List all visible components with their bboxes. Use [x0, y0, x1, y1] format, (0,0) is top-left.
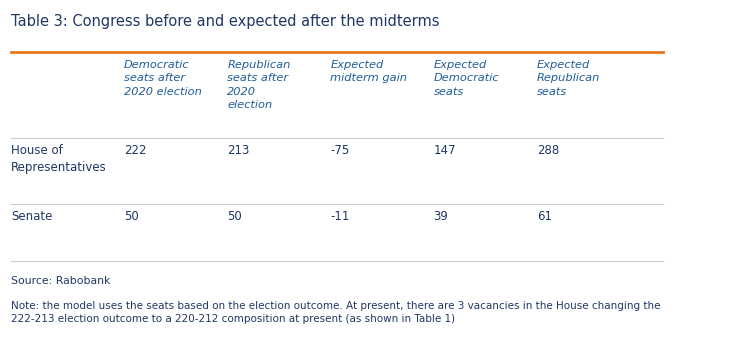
Text: Expected
Republican
seats: Expected Republican seats	[537, 60, 600, 97]
Text: Democratic
seats after
2020 election: Democratic seats after 2020 election	[124, 60, 202, 97]
Text: 222: 222	[124, 144, 147, 157]
Text: -75: -75	[330, 144, 350, 157]
Text: Note: the model uses the seats based on the election outcome. At present, there : Note: the model uses the seats based on …	[10, 301, 661, 324]
Text: House of
Representatives: House of Representatives	[10, 144, 106, 174]
Text: 39: 39	[434, 210, 449, 223]
Text: Expected
midterm gain: Expected midterm gain	[330, 60, 407, 83]
Text: 213: 213	[227, 144, 249, 157]
Text: Table 3: Congress before and expected after the midterms: Table 3: Congress before and expected af…	[10, 14, 440, 29]
Text: Source: Rabobank: Source: Rabobank	[10, 276, 110, 286]
Text: 50: 50	[227, 210, 242, 223]
Text: 61: 61	[537, 210, 552, 223]
Text: 50: 50	[124, 210, 139, 223]
Text: Expected
Democratic
seats: Expected Democratic seats	[434, 60, 500, 97]
Text: Republican
seats after
2020
election: Republican seats after 2020 election	[227, 60, 291, 110]
Text: 288: 288	[537, 144, 559, 157]
Text: -11: -11	[330, 210, 350, 223]
Text: Senate: Senate	[10, 210, 52, 223]
Text: 147: 147	[434, 144, 456, 157]
